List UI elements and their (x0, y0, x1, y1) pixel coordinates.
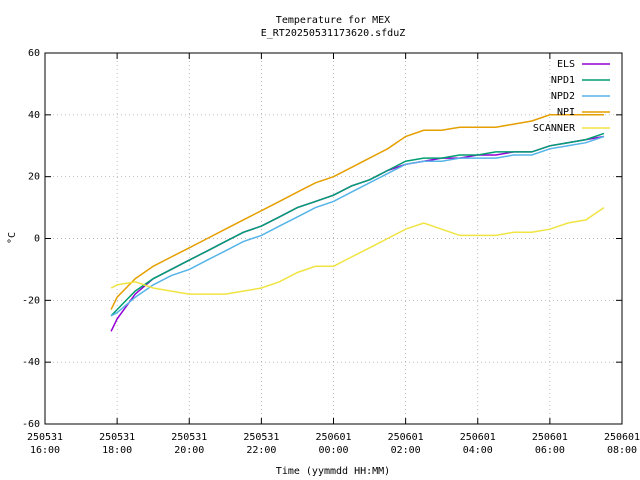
x-tick-label-line: 250531 (243, 432, 279, 443)
x-tick-label-line: 250531 (171, 432, 207, 443)
x-tick-label-line: 250531 (99, 432, 135, 443)
chart-title: Temperature for MEX (276, 15, 390, 26)
x-tick-label-line: 250531 (27, 432, 63, 443)
x-tick-label: 250531 18:00 (99, 432, 135, 456)
legend-label: NPI (557, 107, 575, 118)
x-tick-label-line: 04:00 (463, 445, 493, 456)
plot-frame (44, 52, 623, 425)
series-line (110, 132, 605, 317)
x-tick-label: 250601 06:00 (532, 432, 568, 456)
x-tick-label: 250531 16:00 (27, 432, 63, 456)
series-line (110, 135, 605, 332)
x-tick-label-line: 250601 (315, 432, 351, 443)
x-axis-label: Time (yymmdd HH:MM) (276, 466, 390, 477)
y-tick-label: -60 (22, 419, 40, 430)
x-tick-label: 250601 00:00 (315, 432, 351, 456)
y-tick-label: 40 (28, 110, 40, 121)
x-tick-label-line: 06:00 (535, 445, 565, 456)
legend-label: SCANNER (533, 123, 576, 134)
series-line (110, 206, 605, 295)
x-tick-label-line: 250601 (532, 432, 568, 443)
legend-label: ELS (557, 59, 575, 70)
y-tick-label: -20 (22, 295, 40, 306)
x-tick-label-line: 02:00 (391, 445, 421, 456)
x-tick-label-line: 250601 (604, 432, 640, 443)
x-tick-label-line: 16:00 (30, 445, 60, 456)
x-tick-label-line: 18:00 (102, 445, 132, 456)
legend-label: NPD1 (551, 75, 575, 86)
y-tick-label: 60 (28, 48, 40, 59)
x-tick-label-line: 250601 (388, 432, 424, 443)
y-tick-label: 0 (34, 234, 40, 245)
series-line (110, 135, 605, 317)
x-tick-label-line: 20:00 (174, 445, 204, 456)
x-tick-label-line: 250601 (460, 432, 496, 443)
x-tick-label: 250601 08:00 (604, 432, 640, 456)
x-tick-label: 250531 22:00 (243, 432, 279, 456)
y-axis-label: °C (7, 232, 18, 244)
x-tick-label-line: 08:00 (607, 445, 637, 456)
x-tick-label: 250531 20:00 (171, 432, 207, 456)
x-tick-label-line: 22:00 (246, 445, 276, 456)
y-tick-label: 20 (28, 172, 40, 183)
series-line (110, 114, 604, 310)
y-tick-label: -40 (22, 357, 40, 368)
x-tick-label: 250601 02:00 (388, 432, 424, 456)
legend-label: NPD2 (551, 91, 575, 102)
x-tick-label: 250601 04:00 (460, 432, 496, 456)
x-tick-label-line: 00:00 (318, 445, 348, 456)
chart-subtitle: E_RT20250531173620.sfduZ (261, 28, 406, 39)
